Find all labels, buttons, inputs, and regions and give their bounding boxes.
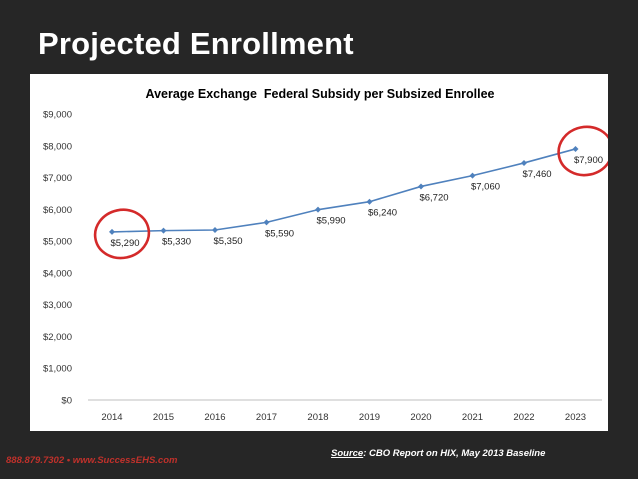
data-point-marker bbox=[212, 226, 218, 233]
data-point-marker bbox=[109, 228, 115, 235]
data-point-marker bbox=[366, 198, 373, 205]
x-axis-tick-labels: 2014 2015 2016 2017 2018 2019 2020 2021 2022 2023 bbox=[101, 412, 586, 423]
line-chart: Average Exchange Federal Subsidy per Sub… bbox=[43, 87, 608, 423]
x-tick-label: 2021 bbox=[462, 412, 483, 423]
y-tick-label: $8,000 bbox=[43, 141, 72, 152]
x-tick-label: 2014 bbox=[101, 412, 122, 423]
data-point-marker bbox=[572, 145, 579, 152]
y-tick-label: $6,000 bbox=[43, 205, 72, 216]
x-tick-label: 2015 bbox=[153, 412, 174, 423]
source-label: Source bbox=[331, 448, 364, 459]
data-point-marker bbox=[521, 159, 527, 166]
x-tick-label: 2019 bbox=[359, 412, 380, 423]
highlight-circle bbox=[557, 125, 608, 177]
data-label: $7,900 bbox=[574, 155, 603, 166]
y-tick-label: $2,000 bbox=[43, 332, 72, 343]
data-label: $5,990 bbox=[316, 216, 345, 227]
data-points bbox=[109, 145, 579, 235]
data-label: $5,350 bbox=[213, 236, 242, 247]
data-point-marker bbox=[469, 172, 476, 179]
x-tick-label: 2017 bbox=[256, 412, 277, 423]
highlight-circles bbox=[93, 125, 608, 260]
series-line bbox=[111, 148, 576, 233]
x-tick-label: 2022 bbox=[513, 412, 534, 423]
x-tick-label: 2023 bbox=[565, 412, 586, 423]
x-tick-label: 2016 bbox=[204, 412, 225, 423]
data-label: $5,290 bbox=[110, 238, 139, 249]
data-labels: $5,290 $5,330 $5,350 $5,590 $5,990 $6,240 $6,7… bbox=[110, 155, 603, 249]
slide-title: Projected Enrollment bbox=[38, 26, 354, 61]
chart-panel: Average Exchange Federal Subsidy per Sub… bbox=[30, 74, 608, 431]
contact-phone: 888.879.7302 bbox=[6, 455, 65, 466]
data-label: $6,240 bbox=[368, 208, 397, 219]
contact-footer: 888.879.7302 • www.SuccessEHS.com bbox=[6, 455, 177, 466]
data-label: $7,060 bbox=[471, 182, 500, 193]
data-point-marker bbox=[315, 206, 321, 213]
data-point-marker bbox=[160, 227, 167, 234]
data-point-marker bbox=[263, 219, 270, 226]
y-tick-label: $5,000 bbox=[43, 237, 72, 248]
x-tick-label: 2018 bbox=[307, 412, 328, 423]
chart-title: Average Exchange Federal Subsidy per Sub… bbox=[146, 87, 495, 101]
x-tick-label: 2020 bbox=[410, 412, 431, 423]
data-label: $5,590 bbox=[265, 228, 294, 239]
y-axis-tick-labels: $0 $1,000 $2,000 $3,000 $4,000 $5,000 $6,000 $7… bbox=[43, 110, 72, 407]
y-tick-label: $0 bbox=[61, 396, 72, 407]
y-tick-label: $3,000 bbox=[43, 300, 72, 311]
highlight-circle bbox=[93, 208, 151, 260]
source-citation: Source: CBO Report on HIX, May 2013 Base… bbox=[331, 448, 545, 459]
y-tick-label: $9,000 bbox=[43, 110, 72, 121]
y-tick-label: $4,000 bbox=[43, 268, 72, 279]
data-label: $7,460 bbox=[522, 169, 551, 180]
source-text: : CBO Report on HIX, May 2013 Baseline bbox=[363, 448, 546, 459]
data-label: $6,720 bbox=[419, 192, 448, 203]
data-label: $5,330 bbox=[162, 237, 191, 248]
data-point-marker bbox=[418, 183, 424, 190]
contact-website[interactable]: www.SuccessEHS.com bbox=[72, 455, 178, 466]
y-tick-label: $7,000 bbox=[43, 173, 72, 184]
contact-separator: • bbox=[66, 455, 71, 466]
y-tick-label: $1,000 bbox=[43, 364, 72, 375]
